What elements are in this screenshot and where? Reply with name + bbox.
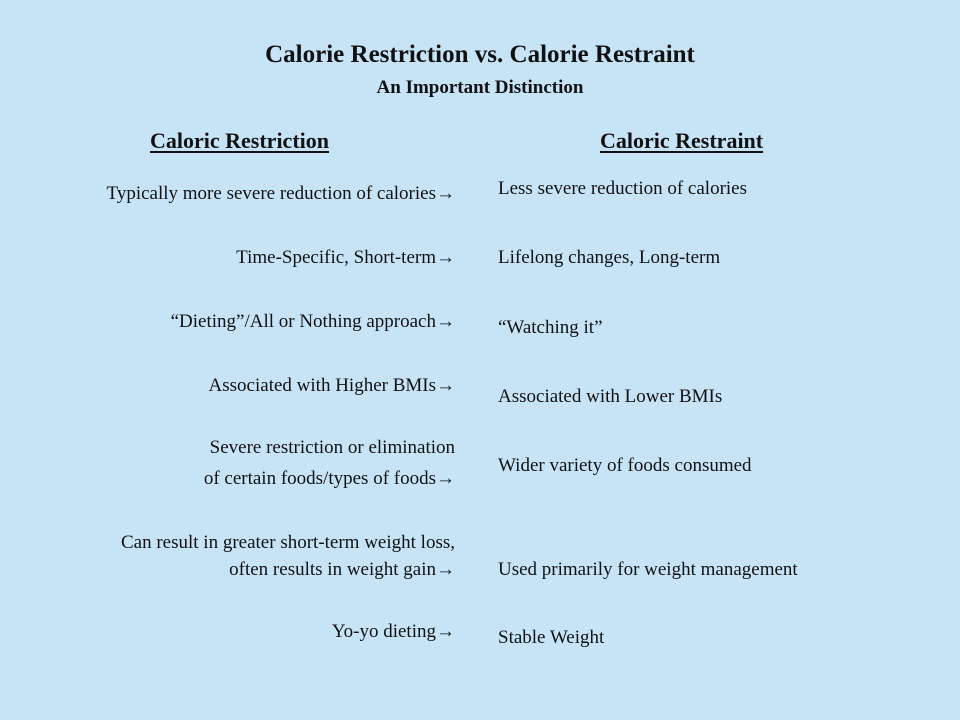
column-header-restraint: Caloric Restraint bbox=[600, 128, 764, 153]
restraint-item-stable-weight: Stable Weight bbox=[498, 627, 605, 648]
slide-title: Calorie Restriction vs. Calorie Restrain… bbox=[265, 41, 695, 68]
restriction-item-weight-line1: Can result in greater short-term weight … bbox=[120, 532, 455, 553]
restriction-item-yoyo: Yo-yo dieting→ bbox=[331, 621, 455, 642]
column-header-restriction: Caloric Restriction bbox=[150, 128, 329, 153]
restraint-item-severity: Less severe reduction of calories bbox=[498, 178, 748, 199]
restriction-item-duration: Time-Specific, Short-term→ bbox=[236, 247, 455, 268]
restriction-item-bmi: Associated with Higher BMIs→ bbox=[208, 375, 455, 396]
restraint-item-duration: Lifelong changes, Long-term bbox=[498, 247, 721, 268]
restraint-item-weight-management: Used primarily for weight management bbox=[498, 559, 798, 580]
restriction-item-foods-line2: of certain foods/types of foods→ bbox=[203, 468, 455, 489]
restraint-item-foods: Wider variety of foods consumed bbox=[498, 455, 752, 476]
restriction-item-foods-line1: Severe restriction or elimination bbox=[209, 437, 455, 458]
slide-subtitle: An Important Distinction bbox=[376, 77, 584, 98]
restraint-item-approach: “Watching it” bbox=[498, 317, 603, 338]
restriction-item-severity: Typically more severe reduction of calor… bbox=[106, 183, 455, 204]
restraint-item-bmi: Associated with Lower BMIs bbox=[498, 386, 723, 407]
restriction-item-approach: “Dieting”/All or Nothing approach→ bbox=[170, 311, 455, 332]
restriction-item-weight-line2: often results in weight gain→ bbox=[229, 559, 455, 580]
